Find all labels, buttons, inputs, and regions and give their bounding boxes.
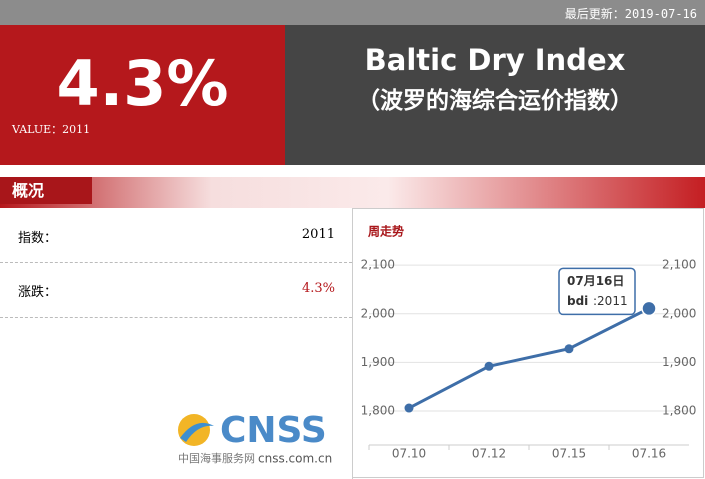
point [641,300,657,317]
point [404,403,414,413]
hero-dark: Baltic Dry Index （波罗的海综合运价指数） [285,25,705,165]
section-banner: 概况 [0,177,705,208]
series-line [408,307,650,410]
x-tick-label: 07.10 [392,447,426,461]
y-tick-label: 1,900 [361,355,395,369]
value-caption: VALUE：2011 [12,123,91,136]
row: 涨跌： 4.3% [0,263,352,318]
y2-tick-label: 2,000 [662,306,696,320]
chart: 周走势 1,800 1,900 2,000 2,100 1,800 1,900 2,000 2… [352,208,704,478]
tooltip-value: :2011 [593,294,628,308]
y-tick-label: 2,000 [361,306,395,320]
y2-tick-label: 1,900 [662,355,696,369]
x-tick-label: 07.15 [552,447,586,461]
row-value: 4.3% [301,281,335,296]
logo-name: 中国海事服务网 [178,451,255,465]
point [484,361,494,371]
x-tick-label: 07.16 [632,447,666,461]
chart-frame [352,208,704,478]
summary: 指数： 2011 涨跌： 4.3% CNSS 中国海事服务网 cnss.com.… [0,208,353,479]
change: 4.3% [56,47,229,120]
logo-swoosh [180,422,214,442]
x-tick-label: 07.12 [472,447,506,461]
logo-brand: CNSS [220,410,327,451]
section-title: 概况 [0,177,92,204]
top-bar: 最后更新：2019-07-16 [0,0,705,25]
row-label: 涨跌： [18,285,58,300]
tooltip: 07月16日 bdi :2011 [558,267,636,316]
row-value: 2011 [301,227,335,242]
tooltip-name: bdi [567,294,588,308]
chart-title: 周走势 [368,224,404,239]
row: 指数： 2011 [0,208,352,263]
y2-tick-label: 1,800 [662,403,696,417]
logo-site: cnss.com.cn [258,452,332,466]
tooltip-box [558,267,636,316]
point [564,344,574,354]
hero-red: 4.3% VALUE：2011 [0,25,285,165]
logo: CNSS 中国海事服务网 cnss.com.cn [178,410,332,466]
y-tick-label: 2,100 [361,258,395,272]
updated: 最后更新：2019-07-16 [564,7,697,21]
tooltip-title: 07月16日 [567,274,624,288]
row-label: 指数： [18,231,58,246]
y-tick-label: 1,800 [361,403,395,417]
y2-tick-label: 2,100 [662,258,696,272]
hero-title: Baltic Dry Index [364,43,626,77]
hero-subtitle: （波罗的海综合运价指数） [357,88,633,114]
